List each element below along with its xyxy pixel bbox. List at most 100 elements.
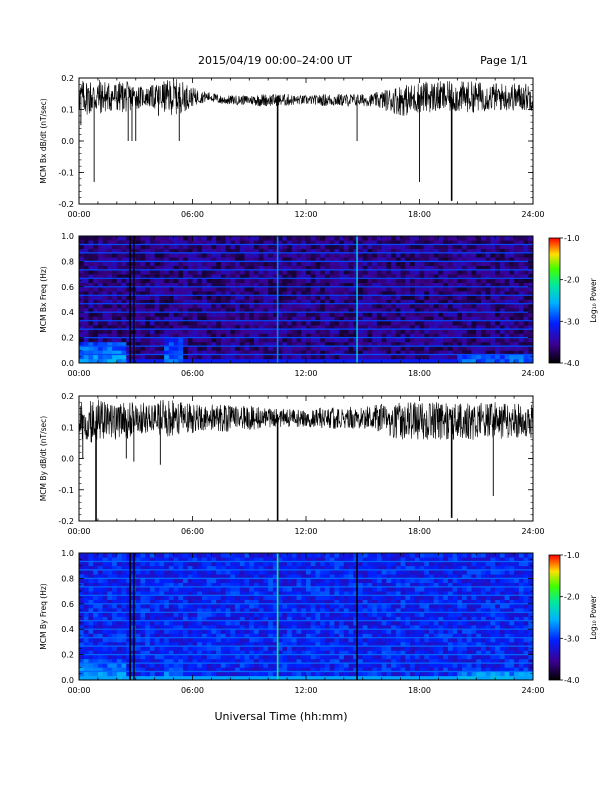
spectrogram-cell <box>466 252 472 258</box>
spectrogram-cell <box>107 299 113 305</box>
spectrogram-cell <box>121 316 127 322</box>
spectrogram-cell <box>230 346 236 351</box>
spectrogram-cell <box>495 269 501 275</box>
spectrogram-cell <box>263 616 269 622</box>
spectrogram-cell <box>466 299 472 305</box>
spectrogram-cell <box>329 278 335 283</box>
spectrogram-cell <box>83 557 89 562</box>
spectrogram-cell <box>376 274 383 279</box>
spectrogram-cell <box>88 291 94 296</box>
spectrogram-cell <box>391 286 397 292</box>
spectrogram-cell <box>301 303 307 309</box>
spectrogram-cell <box>225 620 231 626</box>
spectrogram-cell <box>372 333 378 338</box>
spectrogram-cell <box>168 557 174 562</box>
spectrogram-cell <box>490 282 496 288</box>
spectrogram-cell <box>239 286 245 292</box>
spectrogram-cell <box>79 236 85 241</box>
spectrogram-cell <box>93 244 99 250</box>
spectrogram-cell <box>471 307 477 313</box>
spectrogram-cell <box>126 282 132 288</box>
spectrogram-cell <box>348 633 354 639</box>
spectrogram-cell <box>329 620 335 626</box>
spectrogram-cell <box>518 274 524 279</box>
spectrogram-cell <box>88 274 94 279</box>
spectrogram-cell <box>220 561 227 567</box>
spectrogram-cell <box>258 286 264 292</box>
spectrogram-cell <box>287 595 293 600</box>
spectrogram-cell <box>424 257 430 262</box>
spectrogram-cell <box>291 337 297 343</box>
spectrogram-cell <box>88 561 94 567</box>
spectrogram-cell <box>414 244 420 250</box>
spectrogram-cell <box>419 329 425 334</box>
spectrogram-cell <box>88 608 94 613</box>
spectrogram-cell <box>159 236 165 241</box>
spectrogram-cell <box>395 244 401 250</box>
spectrogram-cell <box>320 307 326 313</box>
spectrogram-cell <box>310 286 316 292</box>
spectrogram-cell <box>235 248 241 254</box>
spectrogram-cell <box>97 620 104 626</box>
spectrogram-cell <box>386 350 392 355</box>
spectrogram-cell <box>258 569 264 575</box>
spectrogram-cell <box>206 265 212 271</box>
spectrogram-cell <box>253 646 260 651</box>
spectrogram-cell <box>173 278 179 283</box>
spectrogram-cell <box>480 244 487 250</box>
spectrogram-cell <box>126 569 132 575</box>
spectrogram-cell <box>168 641 174 647</box>
spectrogram-cell <box>112 582 118 588</box>
spectrogram-cell <box>282 667 288 672</box>
spectrogram-cell <box>187 646 193 651</box>
spectrogram-cell <box>206 303 212 309</box>
spectrogram-cell <box>495 329 501 334</box>
spectrogram-cell <box>211 608 217 613</box>
spectrogram-cell <box>282 286 288 292</box>
spectrogram-cell <box>457 358 463 363</box>
spectrogram-cell <box>126 350 132 355</box>
spectrogram-cell <box>159 295 165 300</box>
spectrogram-cell <box>277 641 283 647</box>
spectrogram-cell <box>301 320 307 326</box>
spectrogram-cell <box>164 578 170 584</box>
spectrogram-cell <box>291 282 297 288</box>
spectrogram-cell <box>197 341 203 347</box>
spectrogram-cell <box>102 320 108 326</box>
spectrogram-cell <box>296 569 302 575</box>
spectrogram-cell <box>287 667 293 672</box>
spectrogram-cell <box>178 358 184 363</box>
spectrogram-cell <box>173 320 179 326</box>
spectrogram-cell <box>320 620 326 626</box>
spectrogram-cell <box>433 307 439 313</box>
spectrogram-cell <box>263 561 269 567</box>
spectrogram-cell <box>419 346 425 351</box>
spectrogram-cell <box>88 637 94 643</box>
spectrogram-cell <box>216 278 222 283</box>
spectrogram-cell <box>291 303 297 309</box>
spectrogram-cell <box>164 307 170 313</box>
spectrogram-cell <box>206 346 212 351</box>
spectrogram-cell <box>395 316 401 322</box>
spectrogram-cell <box>79 569 85 575</box>
spectrogram-cell <box>121 620 127 626</box>
spectrogram-cell <box>107 582 113 588</box>
spectrogram-cell <box>263 274 269 279</box>
spectrogram-cell <box>206 565 212 571</box>
spectrogram-cell <box>466 358 472 363</box>
spectrogram-cell <box>258 650 264 655</box>
spectrogram-cell <box>291 274 297 279</box>
spectrogram-cell <box>296 312 302 317</box>
spectrogram-cell <box>93 341 99 347</box>
spectrogram-cell <box>400 236 406 241</box>
spectrogram-cell <box>79 646 85 651</box>
spectrogram-cell <box>239 650 245 655</box>
spectrogram-cell <box>201 654 208 660</box>
spectrogram-cell <box>414 236 420 241</box>
spectrogram-cell <box>168 291 174 296</box>
spectrogram-cell <box>235 586 241 592</box>
spectrogram-cell <box>310 333 316 338</box>
spectrogram-cell <box>339 565 345 571</box>
spectrogram-cell <box>386 286 392 292</box>
spectrogram-cell <box>192 278 198 283</box>
